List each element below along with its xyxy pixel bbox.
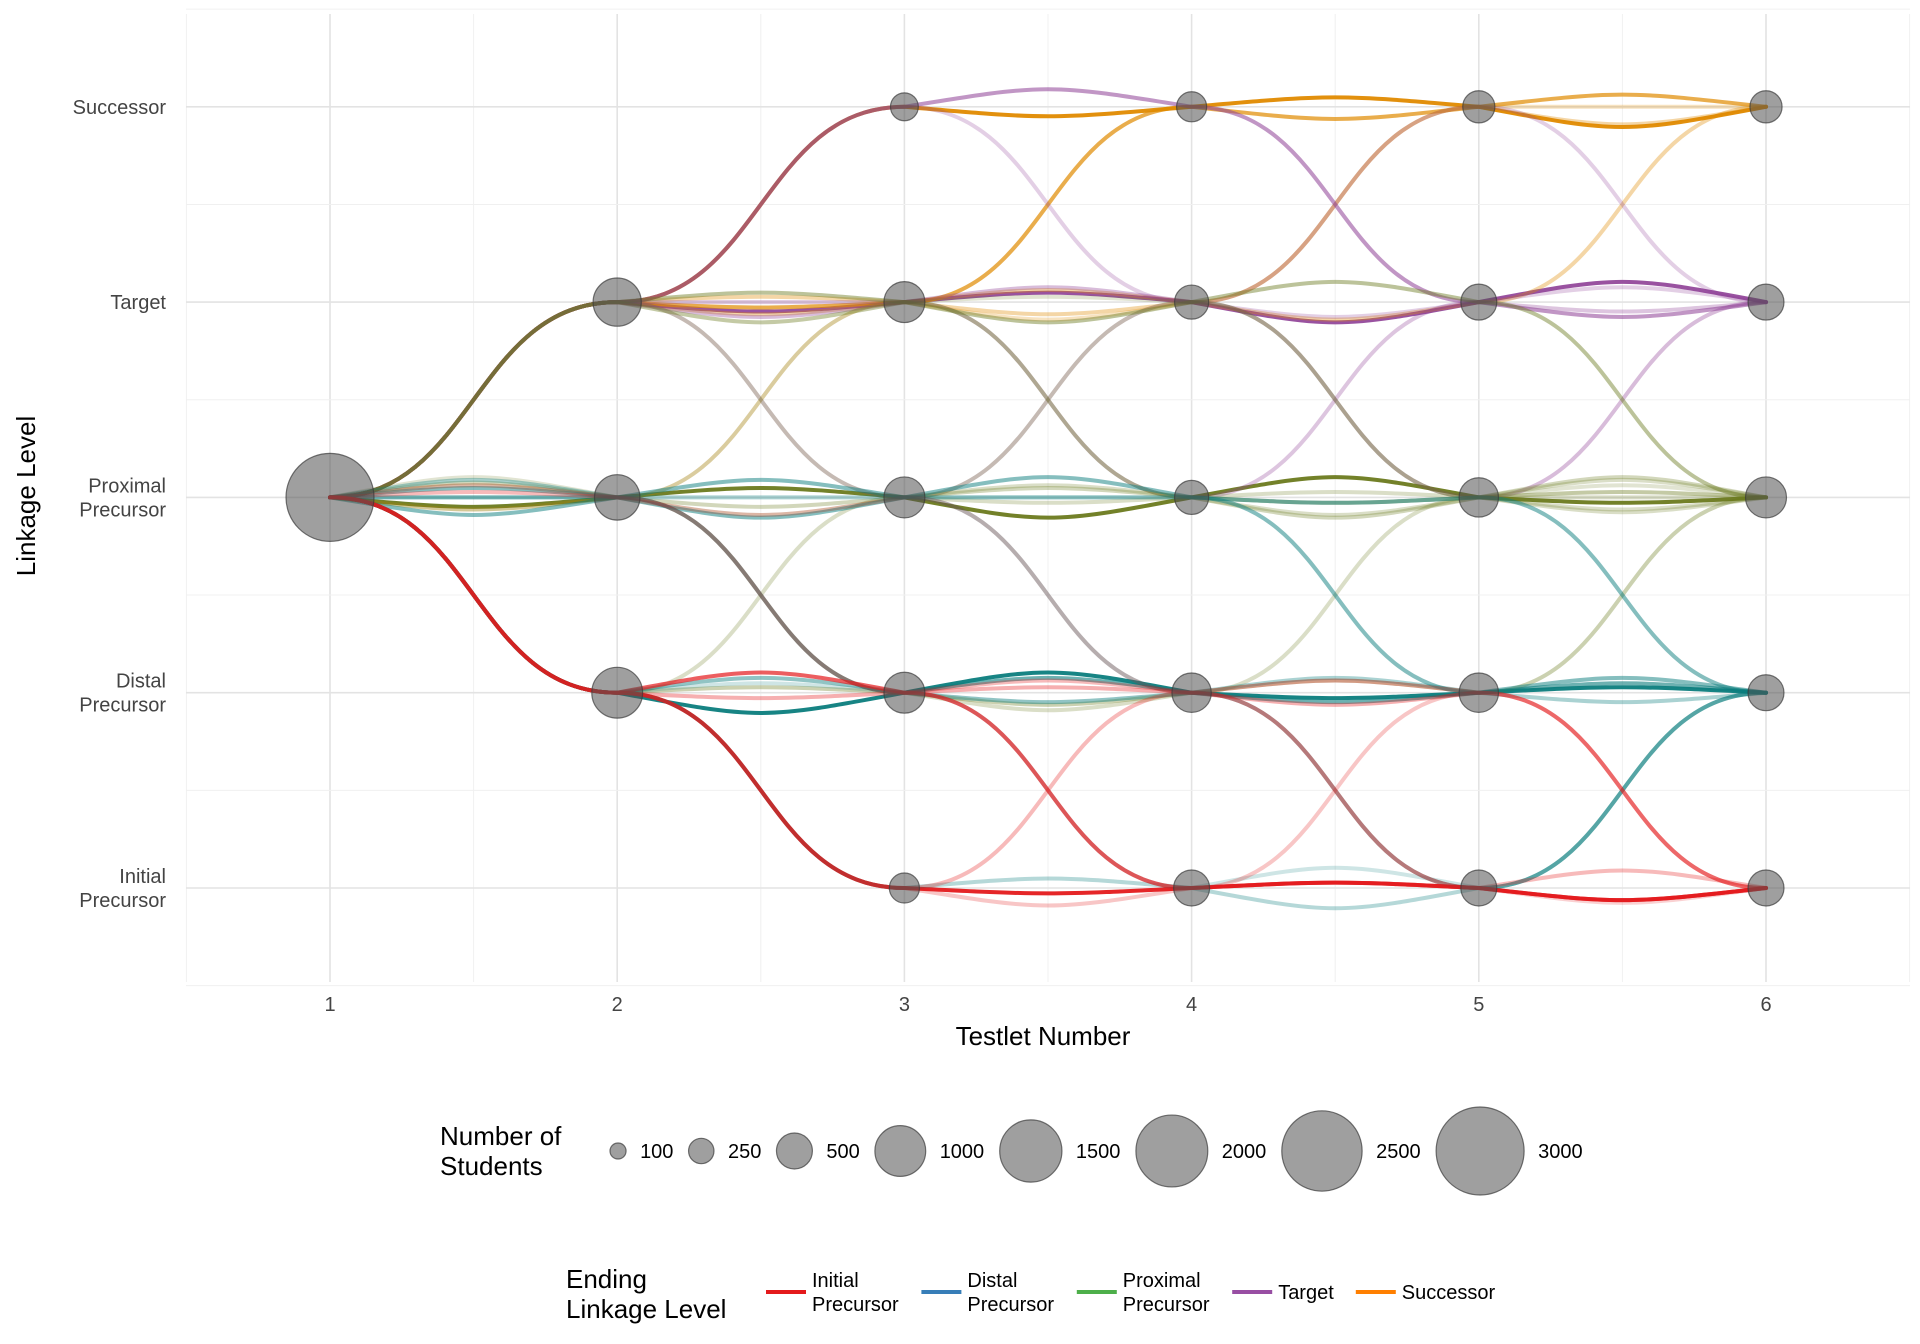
- level-node: [1747, 283, 1785, 321]
- y-tick-label: Distal Precursor: [79, 671, 166, 717]
- level-node: [593, 474, 641, 521]
- level-node: [888, 872, 921, 904]
- color-legend-label: Target: [1278, 1282, 1334, 1304]
- level-node: [1458, 672, 1500, 713]
- grid-lines: [185, 8, 1911, 987]
- level-node: [1460, 283, 1498, 321]
- size-legend-key: [775, 1132, 813, 1170]
- color-legend-label: Proximal Precursor: [1123, 1270, 1210, 1316]
- x-axis-title: Testlet Number: [956, 1021, 1131, 1051]
- student-path: [328, 279, 1768, 500]
- student-path: [328, 475, 1768, 520]
- color-legend-label: Successor: [1402, 1282, 1496, 1304]
- size-legend-key: [1435, 1106, 1525, 1196]
- size-legend: Number of Students 100 250 500 1000 1500 2000 25…: [440, 1106, 1583, 1196]
- y-axis-title: Linkage Level: [11, 416, 41, 576]
- size-legend-key: [1135, 1114, 1209, 1188]
- size-legend-label: 250: [728, 1141, 761, 1163]
- level-node: [1747, 674, 1785, 712]
- student-path: [328, 495, 1768, 903]
- size-legend-label: 500: [826, 1141, 859, 1163]
- student-path: [328, 495, 1768, 705]
- y-tick-label: Proximal Precursor: [79, 475, 166, 521]
- level-node: [883, 476, 926, 519]
- y-tick-label: Successor: [73, 97, 167, 119]
- level-node: [1173, 284, 1210, 320]
- student-path: [328, 477, 1768, 705]
- y-tick-label: Target: [110, 292, 166, 314]
- level-node: [1462, 90, 1496, 124]
- level-node: [1744, 476, 1788, 519]
- size-legend-label: 2000: [1222, 1141, 1267, 1163]
- level-node: [889, 92, 919, 122]
- size-legend-key: [609, 1142, 627, 1160]
- x-axis-tick-labels: 1 2 3 4 5 6: [324, 994, 1771, 1016]
- student-path: [328, 285, 1768, 500]
- x-tick-label: 1: [324, 994, 335, 1016]
- student-path: [328, 104, 1768, 500]
- level-nodes: [285, 90, 1788, 907]
- level-node: [1458, 477, 1500, 518]
- size-legend-key: [1281, 1110, 1363, 1192]
- color-legend-label: Distal Precursor: [967, 1270, 1054, 1316]
- level-node: [1173, 479, 1210, 516]
- x-tick-label: 5: [1473, 994, 1484, 1016]
- student-path: [328, 495, 1768, 908]
- x-tick-label: 2: [612, 994, 623, 1016]
- size-legend-key: [999, 1119, 1063, 1183]
- level-node: [1749, 90, 1783, 124]
- level-node: [1175, 91, 1208, 123]
- color-legend-title: Ending Linkage Level: [566, 1264, 726, 1324]
- student-path: [328, 475, 1768, 520]
- student-path: [328, 475, 1768, 695]
- x-tick-label: 4: [1186, 994, 1197, 1016]
- size-legend-label: 3000: [1538, 1141, 1583, 1163]
- level-node: [592, 277, 642, 327]
- student-path: [328, 495, 1768, 890]
- level-node: [1747, 869, 1785, 907]
- level-node: [1460, 869, 1498, 907]
- size-legend-key: [687, 1137, 715, 1165]
- size-legend-label: 100: [640, 1141, 673, 1163]
- student-path: [328, 495, 1768, 891]
- y-tick-label: Initial Precursor: [79, 866, 166, 912]
- size-legend-title: Number of Students: [440, 1121, 562, 1181]
- level-node: [883, 281, 926, 324]
- x-tick-label: 6: [1760, 994, 1771, 1016]
- size-legend-label: 1500: [1076, 1141, 1121, 1163]
- level-node: [285, 452, 375, 542]
- color-legend: Ending Linkage Level Initial Precursor Dista…: [566, 1264, 1496, 1324]
- level-node: [883, 671, 926, 714]
- size-legend-label: 2500: [1376, 1141, 1421, 1163]
- student-path: [328, 294, 1768, 500]
- size-legend-key: [874, 1124, 927, 1178]
- level-node: [1171, 672, 1212, 713]
- level-node: [591, 666, 644, 719]
- y-axis-tick-labels: Initial Precursor Distal Precursor Proximal P…: [73, 97, 167, 912]
- color-legend-label: Initial Precursor: [812, 1270, 899, 1316]
- size-legend-label: 1000: [940, 1141, 985, 1163]
- x-tick-label: 3: [899, 994, 910, 1016]
- level-node: [1173, 869, 1211, 907]
